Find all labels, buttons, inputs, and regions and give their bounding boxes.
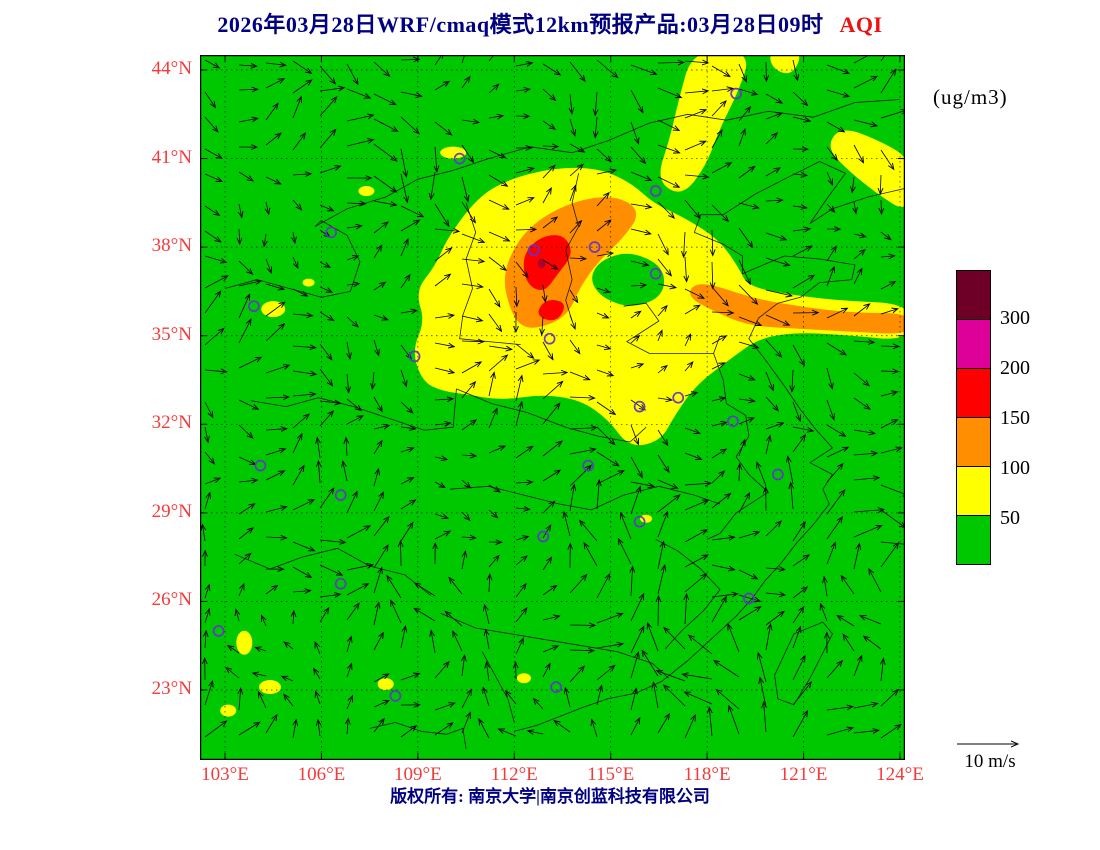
lon-tick-label: 118°E	[683, 764, 731, 785]
axis-ticks	[200, 55, 905, 760]
city-markers	[212, 87, 784, 702]
lat-tick-label: 26°N	[151, 589, 192, 611]
wind-scale-label: 10 m/s	[964, 751, 1016, 772]
lon-tick-label: 106°E	[297, 764, 346, 785]
lon-tick-label: 109°E	[393, 764, 442, 785]
wind-vectors	[202, 55, 905, 739]
copyright-text: 版权所有: 南京大学|南京创蓝科技有限公司	[390, 787, 710, 806]
legend-tick-label: 300	[1000, 307, 1030, 329]
forecast-map-canvas	[200, 55, 905, 760]
wind-scale: 10 m/s	[938, 736, 1042, 773]
legend-tick-label: 200	[1000, 357, 1030, 379]
legend-tick-label: 50	[1000, 507, 1020, 529]
wind-scale-arrow-icon	[957, 736, 1026, 750]
legend-band	[956, 270, 991, 320]
lon-tick-label: 124°E	[876, 764, 924, 785]
lon-tick-label: 103°E	[201, 764, 249, 785]
lat-tick-label: 35°N	[151, 323, 192, 345]
lon-tick-label: 121°E	[779, 764, 828, 785]
legend-colorbar	[956, 270, 991, 565]
legend-band	[956, 515, 991, 565]
title-pollutant: AQI	[839, 12, 883, 37]
units-label: (ug/m3)	[933, 85, 1008, 109]
title-text: 2026年03月28日WRF/cmaq模式12km预报产品:03月28日09时	[217, 12, 824, 37]
lat-tick-label: 38°N	[151, 235, 192, 257]
legend-tick-label: 150	[1000, 407, 1030, 429]
lat-tick-label: 32°N	[151, 412, 192, 434]
forecast-map	[200, 55, 905, 760]
lat-tick-label: 44°N	[151, 58, 192, 79]
lat-tick-label: 29°N	[151, 500, 192, 522]
map-border	[200, 55, 905, 760]
lon-tick-label: 112°E	[490, 764, 538, 785]
lat-tick-label: 41°N	[151, 146, 192, 168]
legend-band	[956, 417, 991, 467]
lon-tick-label: 115°E	[587, 764, 635, 785]
legend-tick-label: 100	[1000, 457, 1030, 479]
legend-band	[956, 466, 991, 516]
legend-band	[956, 368, 991, 418]
legend-band	[956, 319, 991, 369]
page-title: 2026年03月28日WRF/cmaq模式12km预报产品:03月28日09时 A…	[0, 7, 1100, 39]
lat-tick-label: 23°N	[151, 678, 192, 699]
